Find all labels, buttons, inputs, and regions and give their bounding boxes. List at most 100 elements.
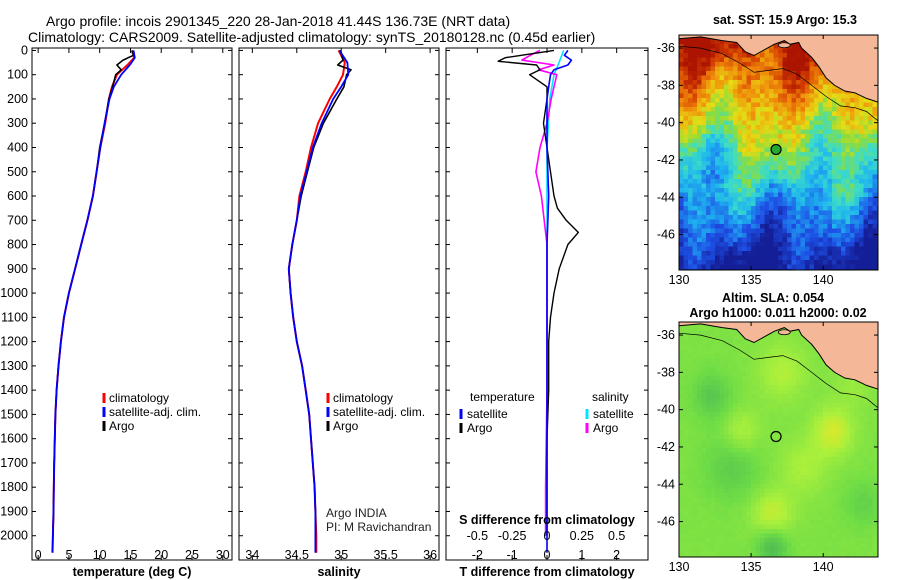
temperature-frame <box>31 47 233 561</box>
x-tick-label: 2 <box>613 548 620 562</box>
depth-tick-label: 1900 <box>0 504 28 518</box>
legend-label: satellite <box>467 407 508 421</box>
depth-tick-label: 600 <box>7 189 28 203</box>
lat-tick-label: -42 <box>657 153 675 167</box>
salinity-panel: 34 34.5 35 35.5 36 salinity climatologysatel… <box>238 47 440 579</box>
lat-tick-label: -38 <box>657 78 675 92</box>
t-difference-satellite-line <box>546 49 573 553</box>
float-position-marker <box>770 143 782 156</box>
x-tick-label: 0 <box>35 548 42 562</box>
lon-tick-label: 130 <box>669 273 690 287</box>
legend-label: Argo <box>467 421 493 435</box>
depth-tick-label: 1100 <box>1 310 28 324</box>
land <box>679 35 878 103</box>
t-difference-xlabel: T difference from climatology <box>459 565 634 579</box>
lat-tick-label: -46 <box>657 228 675 242</box>
salinity-satellite-line <box>287 49 350 553</box>
s-difference-label: S difference from climatology <box>459 513 635 527</box>
salinity-frame <box>238 47 440 561</box>
lon-tick-label: 130 <box>669 560 690 574</box>
depth-tick-label: 1500 <box>0 407 28 421</box>
x-tick-label: 35.5 <box>373 548 397 562</box>
sla-map-title-line1: Altim. SLA: 0.054 <box>722 291 824 305</box>
depth-tick-label: 900 <box>7 262 28 276</box>
x-tick-label: 5 <box>65 548 72 562</box>
figure-title-line2: Climatology: CARS2009. Satellite-adjuste… <box>28 29 595 45</box>
legend-label: satellite-adj. clim. <box>333 405 425 419</box>
x-tick-label: 1 <box>578 548 585 562</box>
depth-tick-label: 300 <box>7 116 28 130</box>
s-tick-label: 0.5 <box>608 529 625 543</box>
lat-tick-label: -36 <box>657 41 675 55</box>
depth-tick-label: 2000 <box>0 529 28 543</box>
depth-tick-label: 700 <box>7 213 28 227</box>
depth-tick-label: 100 <box>7 68 28 82</box>
depth-tick-label: 800 <box>7 238 28 252</box>
depth-tick-label: 1300 <box>0 359 28 373</box>
lat-tick-label: -38 <box>657 365 675 379</box>
lat-tick-label: -40 <box>657 403 675 417</box>
land <box>679 322 878 390</box>
depth-tick-label: 500 <box>7 165 28 179</box>
x-tick-label: -2 <box>472 548 483 562</box>
depth-tick-label: 0 <box>21 43 28 57</box>
legend-label: Argo <box>333 419 359 433</box>
x-tick-label: 25 <box>185 548 199 562</box>
x-tick-label: -1 <box>507 548 518 562</box>
legend-label: satellite-adj. clim. <box>109 405 201 419</box>
sst-map-title: sat. SST: 15.9 Argo: 15.3 <box>713 13 857 27</box>
shelf-contour <box>679 45 878 122</box>
legend-label: Argo <box>593 421 619 435</box>
lon-tick-label: 135 <box>741 273 762 287</box>
shelf-contour <box>679 332 878 409</box>
depth-tick-label: 1700 <box>0 456 28 470</box>
depth-tick-label: 1200 <box>0 335 28 349</box>
legend-label: climatology <box>109 391 169 405</box>
lon-tick-label: 140 <box>813 560 834 574</box>
x-tick-label: 36 <box>423 548 437 562</box>
t-difference-argo-line <box>497 49 579 536</box>
sst-map-frame <box>678 34 879 271</box>
s-tick-label: 0.25 <box>570 529 594 543</box>
lat-tick-label: -40 <box>657 116 675 130</box>
lat-tick-label: -44 <box>657 477 675 491</box>
island <box>777 42 791 49</box>
s-tick-label: -0.25 <box>498 529 527 543</box>
salinity-xlabel: salinity <box>317 565 360 579</box>
s-tick-label: 0 <box>544 529 551 543</box>
pi-note: PI: M Ravichandran <box>326 520 431 534</box>
lon-tick-label: 140 <box>813 273 834 287</box>
s-tick-label: -0.5 <box>467 529 489 543</box>
x-tick-label: 15 <box>124 548 138 562</box>
sla-map-frame <box>678 321 879 558</box>
float-position-marker <box>770 430 782 443</box>
depth-tick-label: 200 <box>7 92 28 106</box>
difference-legend: temperature salinitysatelliteArgosatellit… <box>459 390 634 435</box>
legend-temperature-title: temperature <box>470 390 535 404</box>
legend-salinity-title: salinity <box>592 390 629 404</box>
figure-title-line1: Argo profile: incois 2901345_220 28-Jan-… <box>46 13 510 29</box>
depth-axis: 0 100 200 300 400 500 600 700 800 900 1000 1100 1200… <box>0 43 28 542</box>
temperature-panel: 0 5 10 15 20 25 30 temperature (deg C) climato… <box>31 47 233 579</box>
difference-panel: -2 -1 0 1 2 S difference from climatology -0… <box>445 47 649 579</box>
x-tick-label: 34.5 <box>285 548 309 562</box>
legend-label: satellite <box>593 407 634 421</box>
legend-label: climatology <box>333 391 393 405</box>
lon-tick-label: 135 <box>741 560 762 574</box>
x-tick-label: 35 <box>334 548 348 562</box>
island <box>777 329 791 336</box>
depth-tick-label: 1800 <box>0 480 28 494</box>
lat-tick-label: -44 <box>657 190 675 204</box>
x-tick-label: 34 <box>245 548 259 562</box>
depth-tick-label: 400 <box>7 140 28 154</box>
sla-map: Altim. SLA: 0.054 Argo h1000: 0.011 h200… <box>657 291 879 574</box>
x-tick-label: 30 <box>216 548 230 562</box>
temperature-xlabel: temperature (deg C) <box>73 565 192 579</box>
lat-tick-label: -36 <box>657 328 675 342</box>
depth-tick-label: 1000 <box>0 286 28 300</box>
depth-tick-label: 1600 <box>0 432 28 446</box>
sst-map: sat. SST: 15.9 Argo: 15.3 -36 -38 -40 -42 -4… <box>657 13 879 287</box>
depth-tick-label: 1400 <box>0 383 28 397</box>
